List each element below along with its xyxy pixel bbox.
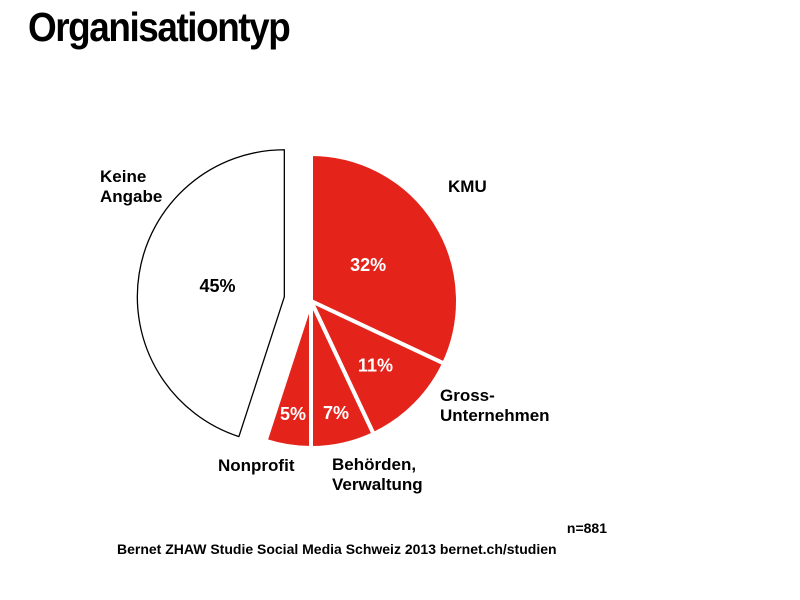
value-label-nonprofit: 5% bbox=[280, 404, 306, 424]
slice-label-gross-unternehmen: Gross- Unternehmen bbox=[440, 386, 550, 426]
slice-label-kmu: KMU bbox=[448, 177, 487, 197]
slice-label-keine-angabe: Keine Angabe bbox=[100, 167, 162, 207]
value-label-keine-angabe: 45% bbox=[200, 276, 236, 296]
pie-slice-gross-unternehmen bbox=[309, 299, 447, 437]
slice-label-nonprofit: Nonprofit bbox=[218, 456, 294, 476]
slice-label-behoerden-line-2: Verwaltung bbox=[332, 475, 423, 494]
pie-slice-nonprofit bbox=[263, 299, 313, 450]
slice-label-nonprofit-line: Nonprofit bbox=[218, 456, 295, 475]
slice-label-keine-line-1: Keine bbox=[100, 167, 147, 186]
slice-label-keine-line-2: Angabe bbox=[100, 187, 163, 206]
slice-label-gross-line-1: Gross- bbox=[440, 386, 495, 405]
slice-label-behoerden-line-1: Behörden, bbox=[332, 455, 417, 474]
source-note: Bernet ZHAW Studie Social Media Schweiz … bbox=[117, 541, 557, 557]
sample-size: n=881 bbox=[566, 520, 607, 536]
chart-title: Organisationtyp bbox=[28, 4, 291, 50]
slice-label-kmu-line: KMU bbox=[448, 177, 487, 196]
slice-label-behoerden: Behörden, Verwaltung bbox=[332, 455, 423, 495]
value-label-kmu: 32% bbox=[350, 255, 386, 275]
pie-slice-keine-angabe bbox=[136, 149, 285, 438]
value-label-gross-unternehmen: 11% bbox=[358, 355, 393, 375]
slice-label-gross-line-2: Unternehmen bbox=[440, 406, 550, 425]
value-label-beh-rden-verwaltung: 7% bbox=[323, 403, 349, 423]
pie-slice-kmu bbox=[309, 152, 460, 366]
